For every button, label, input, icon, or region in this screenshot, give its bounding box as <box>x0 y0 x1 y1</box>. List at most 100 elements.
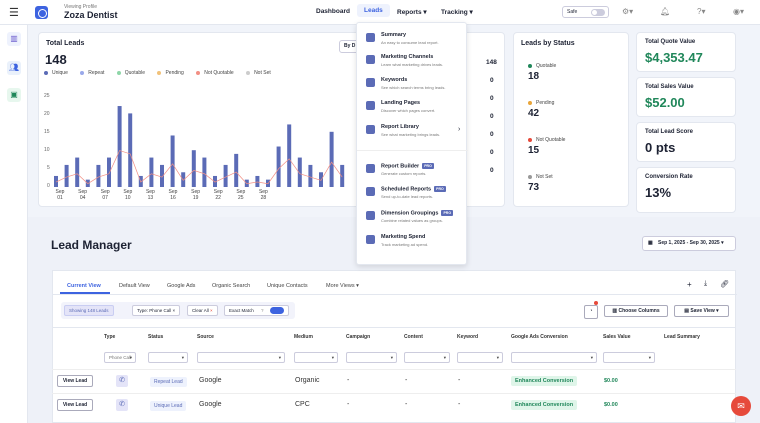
chat-icon[interactable]: ✉ <box>731 396 751 416</box>
column-header[interactable]: Status <box>148 334 164 340</box>
add-icon[interactable]: + <box>687 280 692 289</box>
nav-dashboard[interactable]: Dashboard <box>316 8 350 15</box>
column-header[interactable]: Google Ads Conversion <box>511 334 568 340</box>
choose-columns-button[interactable]: ▥ Choose Columns <box>604 305 668 317</box>
chart-bar[interactable] <box>181 172 186 187</box>
view-lead-button[interactable]: View Lead <box>57 399 93 411</box>
menu-item-desc: Send up-to-date lead reports. <box>381 194 434 199</box>
legend-not-set[interactable]: Not Set <box>246 70 271 76</box>
profile-name[interactable]: Zoza Dentist <box>64 10 118 20</box>
tab-unique-contacts[interactable]: Unique Contacts <box>267 283 308 289</box>
chart-bar[interactable] <box>191 150 196 187</box>
column-header[interactable]: Sales Value <box>603 334 631 340</box>
chart-bar[interactable] <box>234 153 239 187</box>
toggle-switch[interactable] <box>591 9 605 16</box>
chart-bar[interactable] <box>276 146 281 187</box>
chart-icon[interactable]: ▥ <box>7 32 21 46</box>
chart-bar[interactable] <box>160 164 164 187</box>
tab-default-view[interactable]: Default View <box>119 283 150 289</box>
chart-bar[interactable] <box>96 164 101 187</box>
campaign-filter-select[interactable] <box>346 352 397 363</box>
chart-bar[interactable] <box>319 172 323 187</box>
column-header[interactable]: Campaign <box>346 334 371 340</box>
bell-icon[interactable]: 🔔︎ <box>660 7 671 16</box>
chart-bar[interactable] <box>340 164 345 187</box>
menu-item-landing-pages[interactable]: Landing Pages Discover which pages conver… <box>357 97 468 119</box>
status-filter-select[interactable] <box>148 352 188 363</box>
pie-chart-button[interactable]: ◔ <box>584 305 598 319</box>
tab-organic-search[interactable]: Organic Search <box>212 283 251 289</box>
close-icon[interactable]: × <box>210 308 213 313</box>
menu-item-keywords[interactable]: Keywords See which search terms bring lea… <box>357 74 468 96</box>
sales-filter-select[interactable] <box>603 352 655 363</box>
reports-dropdown: Summary An easy to consume lead report. Ma… <box>356 22 468 265</box>
legend-not-quotable[interactable]: Not Quotable <box>196 70 234 76</box>
save-view-button[interactable]: ▤ Save View ▾ <box>674 305 729 317</box>
chart-bar[interactable] <box>329 131 334 187</box>
gear-icon[interactable]: ⚙▾ <box>622 7 634 16</box>
menu-item-scheduled-reports[interactable]: Scheduled Reports PRO Send up-to-date lead… <box>357 183 468 205</box>
type-filter-chip[interactable]: Type: Phone Call × <box>132 305 181 316</box>
tab-more-views[interactable]: More Views ▾ <box>326 283 359 289</box>
chart-bar[interactable] <box>308 164 313 187</box>
chart-bar[interactable] <box>149 157 154 187</box>
menu-item-dimension-groupings[interactable]: Dimension Groupings PRO Combine related va… <box>357 207 468 229</box>
conversion-filter-select[interactable] <box>511 352 597 363</box>
chart-bar[interactable] <box>223 164 228 187</box>
medium-filter-select[interactable] <box>294 352 338 363</box>
nav-tracking[interactable]: Tracking ▾ <box>441 8 473 16</box>
report-icon <box>366 78 375 87</box>
chart-bar[interactable] <box>128 113 133 187</box>
legend-pending[interactable]: Pending <box>157 70 184 76</box>
chart-bar[interactable] <box>64 164 69 187</box>
nav-reports[interactable]: Reports ▾ <box>397 8 427 16</box>
menu-item-marketing-spend[interactable]: Marketing Spend Track marketing ad spend. <box>357 231 468 253</box>
exact-match-chip[interactable]: Exact Match ? <box>224 305 289 316</box>
content-filter-select[interactable] <box>404 352 450 363</box>
legend-quotable[interactable]: Quotable <box>116 70 145 76</box>
source-filter-select[interactable] <box>197 352 285 363</box>
view-lead-button[interactable]: View Lead <box>57 375 93 387</box>
column-header[interactable]: Source <box>197 334 214 340</box>
column-header[interactable]: Content <box>404 334 423 340</box>
chart-bar[interactable] <box>54 175 58 187</box>
tab-current-view[interactable]: Current View <box>67 283 101 289</box>
menu-icon[interactable]: ☰ <box>9 7 19 19</box>
chart-bar[interactable] <box>255 175 260 187</box>
help-icon[interactable]: ?▾ <box>697 7 706 16</box>
menu-item-summary[interactable]: Summary An easy to consume lead report. <box>357 29 468 51</box>
menu-item-marketing-channels[interactable]: Marketing Channels Learn what marketing d… <box>357 51 468 73</box>
chart-bar[interactable] <box>287 124 292 187</box>
column-header[interactable]: Lead Summary <box>664 334 700 340</box>
type-filter-select[interactable]: Phone Call <box>104 352 136 363</box>
menu-item-report-library[interactable]: Report Library See what marketing brings … <box>357 121 468 143</box>
column-header[interactable]: Medium <box>294 334 313 340</box>
chart-bar[interactable] <box>117 106 122 187</box>
clear-all-chip[interactable]: Clear All × <box>187 305 218 316</box>
chart-bar[interactable] <box>170 135 175 187</box>
download-icon[interactable]: ⤓ <box>704 280 708 287</box>
chart-bar[interactable] <box>297 157 302 187</box>
contact-icon[interactable]: ▣ <box>7 88 21 102</box>
chart-bar[interactable] <box>107 157 111 187</box>
chart-bar[interactable] <box>213 175 217 187</box>
nav-leads[interactable]: Leads <box>357 4 390 17</box>
date-range-picker[interactable]: ▦ Sep 1, 2025 - Sep 30, 2025 ▾ <box>642 236 736 251</box>
safe-toggle[interactable]: Safe <box>562 6 609 18</box>
keyword-filter-select[interactable] <box>457 352 503 363</box>
column-header[interactable]: Keyword <box>457 334 479 340</box>
exact-match-toggle[interactable] <box>270 307 284 314</box>
legend-unique[interactable]: Unique <box>44 70 68 76</box>
kpi-value: $4,353.47 <box>645 50 703 65</box>
legend-repeat[interactable]: Repeat <box>80 70 104 76</box>
tab-google-ads[interactable]: Google Ads <box>167 283 196 289</box>
user-icon[interactable]: ◉▾ <box>733 7 744 16</box>
close-icon[interactable]: × <box>172 308 176 313</box>
chart-bar[interactable] <box>75 157 80 187</box>
menu-item-report-builder[interactable]: Report Builder PRO Generate custom reports… <box>357 160 468 182</box>
menu-item-title: Keywords <box>381 77 408 83</box>
column-header[interactable]: Type <box>104 334 116 340</box>
chart-bar[interactable] <box>202 157 207 187</box>
link-icon[interactable]: 🔗︎ <box>720 281 729 288</box>
users-icon[interactable]: 👥︎ <box>7 61 21 75</box>
